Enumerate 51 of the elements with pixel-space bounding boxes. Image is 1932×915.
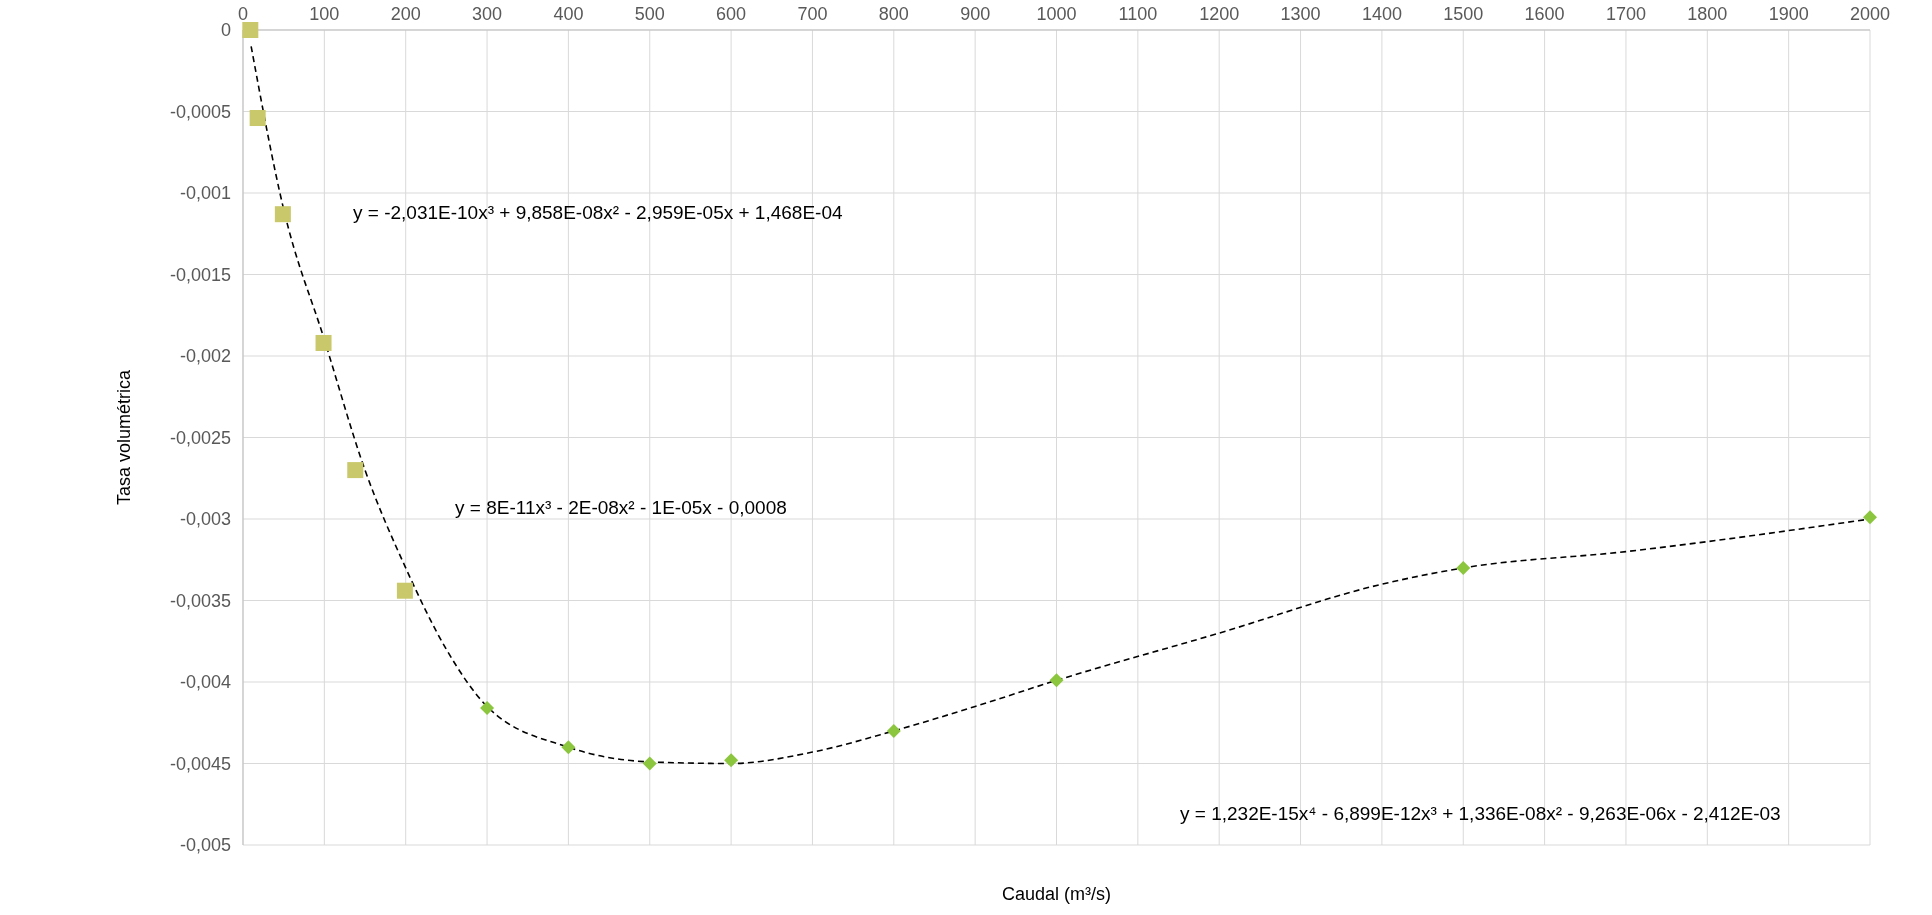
y-tick-label: -0,0015 [169,264,231,285]
x-tick-label: 1900 [1768,4,1809,24]
point [242,22,259,38]
x-tick-label: 300 [472,4,503,24]
x-tick-label: 1200 [1199,4,1240,24]
x-tick-label: 1700 [1605,4,1646,24]
x-tick-label: 400 [553,4,584,24]
x-tick-label: 1400 [1361,4,1402,24]
x-tick-label: 1300 [1280,4,1321,24]
x-tick-label: 1000 [1036,4,1077,24]
point [315,334,332,351]
point [1863,510,1877,525]
x-tick-label: 1600 [1524,4,1565,24]
y-tick-label: -0,005 [179,835,231,856]
x-tick-label: 500 [634,4,665,24]
y-tick-label: 0 [220,20,231,41]
point [642,756,657,771]
point [1049,673,1064,688]
x-tick-label: 900 [960,4,991,24]
annotation: y = 1,232E-15x⁴ - 6,899E-12x³ + 1,336E-08x² - 9,263E-06x - 2,412E-03 [1180,802,1781,824]
point [396,582,413,599]
x-tick-label: 0 [237,4,249,24]
y-tick-label: -0,002 [179,346,231,367]
point [886,723,901,738]
x-tick-label: 1800 [1687,4,1728,24]
x-tick-label: 2000 [1849,4,1891,24]
y-axis-title: Tasa volumétrica [114,368,134,506]
y-tick-label: -0,003 [179,509,231,530]
y-tick-label: -0,001 [179,183,231,204]
x-tick-label: 700 [797,4,828,24]
point [274,206,291,223]
point [1456,560,1471,575]
y-tick-label: -0,0005 [169,101,231,122]
point [561,740,576,755]
annotation: y = -2,031E-10x³ + 9,858E-08x² - 2,959E-05x + 1,468E-04 [353,201,843,223]
point [249,110,266,127]
point [480,701,495,716]
x-tick-label: 1500 [1443,4,1484,24]
point [347,462,364,479]
x-tick-label: 100 [309,4,340,24]
x-tick-label: 200 [390,4,421,24]
x-tick-label: 800 [878,4,909,24]
y-tick-label: -0,0025 [169,427,231,448]
y-tick-label: -0,004 [179,672,231,693]
x-tick-label: 600 [716,4,747,24]
annotation: y = 8E-11x³ - 2E-08x² - 1E-05x - 0,0008 [455,496,787,518]
y-tick-label: -0,0035 [169,590,231,611]
x-tick-label: 1100 [1118,4,1158,24]
x-axis-title: Caudal (m³/s) [1001,884,1112,904]
point [724,753,739,768]
y-tick-label: -0,0045 [169,753,231,774]
